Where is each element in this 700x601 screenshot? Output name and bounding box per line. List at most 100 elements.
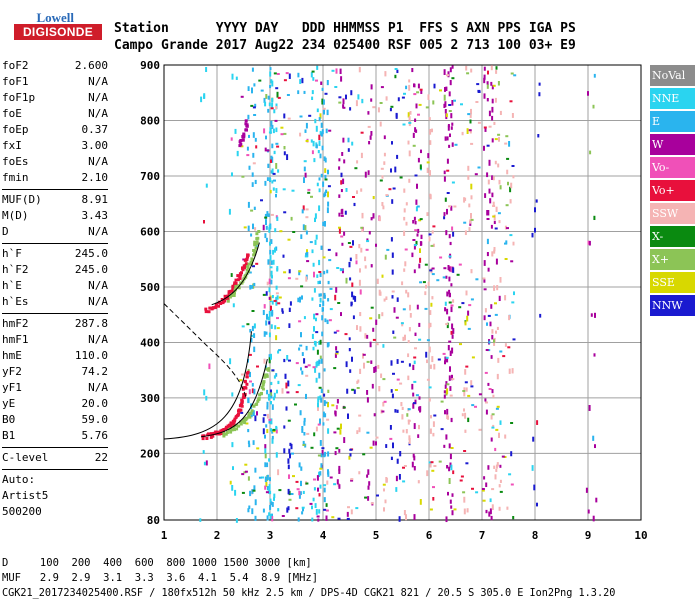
echo-point (252, 489, 256, 492)
echo-point (373, 413, 376, 417)
echo-point (450, 417, 453, 423)
echo-point (413, 244, 416, 250)
echo-point (310, 195, 313, 198)
echo-point (306, 249, 308, 255)
trace-point (250, 257, 254, 261)
echo-point (443, 103, 446, 109)
echo-point (418, 219, 422, 222)
echo-point (303, 417, 306, 422)
echo-point (241, 325, 245, 328)
echo-point (403, 465, 407, 467)
x-tick-label: 7 (479, 529, 486, 542)
echo-point (268, 296, 271, 300)
echo-point (468, 203, 471, 208)
echo-point (281, 388, 284, 394)
logo-digisonde: DIGISONDE (14, 24, 102, 40)
echo-point (304, 365, 308, 368)
echo-point (324, 92, 328, 95)
echo-point (301, 429, 304, 433)
echo-point (297, 72, 300, 78)
echo-point (440, 400, 444, 403)
echo-point (415, 206, 418, 212)
echo-point (323, 487, 326, 493)
profile-curve-dashed (163, 303, 247, 399)
echo-point (313, 478, 316, 481)
echo-point (308, 114, 312, 117)
echo-point (485, 409, 488, 415)
echo-point (466, 508, 469, 513)
echo-point (467, 310, 470, 316)
echo-point (232, 303, 235, 308)
echo-point (394, 389, 398, 391)
echo-point (384, 499, 387, 504)
param-name: foEp (2, 123, 29, 136)
echo-point (268, 321, 271, 325)
echo-point (408, 84, 411, 91)
echo-point (319, 113, 322, 119)
echo-point (372, 327, 375, 332)
trace-point (233, 428, 236, 432)
echo-point (275, 106, 278, 110)
echo-point (451, 181, 455, 184)
echo-point (462, 390, 466, 392)
echo-point (270, 353, 272, 360)
echo-point (468, 129, 472, 132)
echo-point (431, 356, 434, 363)
echo-point (449, 394, 453, 397)
echo-point (499, 420, 502, 425)
echo-point (433, 465, 437, 467)
echo-point (418, 424, 420, 430)
param-name: h`F (2, 247, 22, 260)
echo-point (263, 97, 266, 103)
echo-point (391, 295, 394, 299)
param-row: B1 5.76 (2, 428, 108, 444)
echo-point (311, 90, 314, 95)
echo-point (315, 509, 318, 515)
param-row: fxI 3.00 (2, 138, 108, 154)
echo-point (486, 252, 489, 257)
echo-point (275, 188, 278, 194)
echo-point (470, 269, 473, 274)
echo-point (271, 295, 274, 299)
echo-point (251, 383, 254, 387)
echo-point (490, 515, 493, 521)
echo-point (339, 68, 342, 75)
echo-point (203, 461, 206, 466)
param-name: foF1p (2, 91, 36, 104)
echo-point (415, 199, 418, 205)
echo-point (297, 90, 300, 95)
echo-point (496, 285, 499, 291)
echo-point (230, 137, 233, 141)
echo-point (327, 191, 329, 198)
echo-point (426, 212, 429, 216)
echo-point (268, 102, 271, 107)
echo-point (263, 304, 266, 309)
echo-point (307, 191, 311, 194)
echo-point (498, 432, 500, 438)
echo-point (478, 393, 482, 396)
echo-point (382, 401, 385, 407)
echo-point (325, 509, 329, 512)
echo-point (446, 208, 448, 215)
echo-point (413, 514, 416, 520)
echo-point (200, 96, 203, 103)
echo-point (327, 280, 330, 285)
echo-point (313, 432, 316, 437)
echo-point (279, 230, 283, 233)
echo-point (265, 237, 268, 243)
echo-point (446, 291, 449, 297)
echo-point (358, 244, 361, 249)
echo-point (489, 321, 492, 327)
param-name: Auto: (2, 473, 36, 486)
trace-point (248, 415, 252, 419)
echo-point (413, 216, 416, 221)
echo-point (205, 183, 208, 188)
echo-point (317, 518, 320, 522)
param-name: foEs (2, 155, 29, 168)
echo-point (336, 427, 340, 430)
echo-point (429, 140, 432, 145)
echo-point (276, 73, 280, 75)
echo-point (325, 128, 328, 134)
echo-point (264, 213, 267, 220)
echo-point (413, 360, 416, 365)
